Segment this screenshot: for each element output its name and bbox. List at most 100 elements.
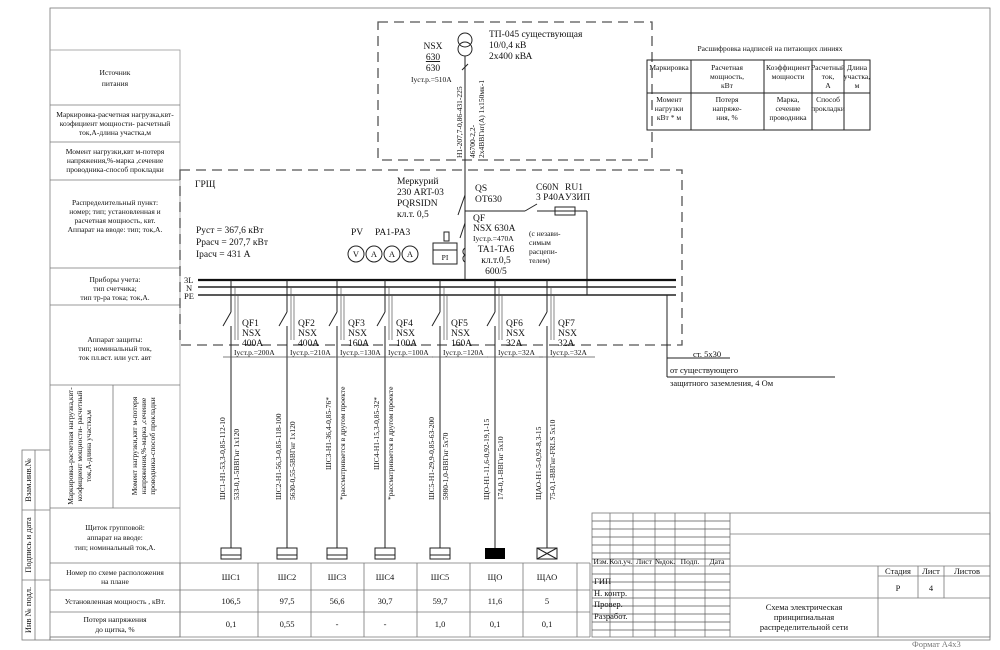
qs-switch-icon <box>457 194 466 216</box>
voltage-loss: 0,1 <box>490 619 501 629</box>
cable-spec: 75-0,1-ВВГнг-FRLS 5х10 <box>548 419 557 500</box>
breaker-icon <box>431 311 441 327</box>
breaker-label: QF6 NSX 32А <box>506 319 525 349</box>
stamp-strip: Инв № подл. Подпись и дата Взам.инв.№ <box>21 449 51 641</box>
ground-source: от существующего защитного заземления, 4 … <box>670 365 774 388</box>
power-panel-icon <box>374 547 396 560</box>
lt-moment: Момент нагрузки,квт м-потеря напряжения,%… <box>66 147 165 174</box>
lt-voltage-loss: Потеря напряжения до щитка, % <box>83 615 147 634</box>
installed-power: 97,5 <box>280 596 295 606</box>
current-transformer-icon <box>462 247 467 263</box>
tp-breaker: NSX 630 630 <box>423 42 442 74</box>
lt-plan-number: Номер по схеме расположения на плане <box>66 568 164 586</box>
grounding: ст. 5х30 от существующего защитного зазем… <box>666 295 835 388</box>
lt-moment-vertical: Момент нагрузки,квт м-потерянапряжения,%… <box>130 396 157 495</box>
breaker-label: QF4 NSX 100А <box>396 319 417 349</box>
emergency-panel-icon <box>536 547 558 560</box>
panel-number: ЩАО <box>537 572 557 582</box>
ground-strip: ст. 5х30 <box>693 349 721 359</box>
breaker-icon <box>538 311 548 327</box>
installed-power: 11,6 <box>488 596 503 606</box>
tp-cable-1: Н1-207,7-0,86-431-225 <box>455 86 464 158</box>
voltage-loss: - <box>384 619 387 629</box>
qs-label: QS OT630 <box>475 184 502 205</box>
tp-cable-3: 2х4ВВГнг(А) 1х150мк-1 <box>477 80 486 158</box>
lt-dist-point: Распределительный пункт: номер; тип; уста… <box>68 198 163 234</box>
svg-text:PI: PI <box>442 253 449 262</box>
energy-meter-icon: PI <box>432 231 458 265</box>
title-block-header: Подп. <box>681 557 700 566</box>
breaker-icon <box>278 311 288 327</box>
voltage-loss: 1,0 <box>435 619 446 629</box>
installed-power: 56,6 <box>330 596 345 606</box>
power-panel-icon <box>429 547 451 560</box>
installed-power: 30,7 <box>378 596 393 606</box>
lt-group-panel: Щиток групповой: аппарат на вводе: тип; но… <box>75 523 156 552</box>
breaker-icon <box>486 311 496 327</box>
sheet-value: 4 <box>929 583 934 593</box>
stamp-inv: Инв № подл. <box>23 587 33 633</box>
voltage-loss: 0,55 <box>280 619 295 629</box>
cable-spec: 5630-0,55-5ВВГнг 1х120 <box>288 421 297 500</box>
legend-cell: Длина участка, м <box>844 63 870 90</box>
cable-marking: ЩО-Н1-11,6-0,92-19,1-15 <box>482 419 491 500</box>
breaker-icon <box>328 311 338 327</box>
pv-label: PV <box>351 228 363 238</box>
breaker-label: QF5 NSX 160А <box>451 319 472 349</box>
c60n-breaker-icon <box>524 203 538 212</box>
voltage-loss: 0,1 <box>542 619 553 629</box>
ru1-label: RU1 УЗИП <box>565 183 590 203</box>
breaker-label: QF7 NSX 32А <box>558 319 577 349</box>
c60n-label: C60N 3 P40A <box>536 183 565 203</box>
panel-number: ШС1 <box>222 572 241 582</box>
title-block-role: Н. контр. <box>594 588 627 598</box>
breaker-label: QF1 NSX 400А <box>242 319 263 349</box>
title-block-role: Провер. <box>594 599 623 609</box>
tp-breaker-setting: Iуст.р.=510А <box>411 75 452 84</box>
title-block-header: Дата <box>710 557 726 566</box>
ta-label: TA1-TA6 кл.т.0,5 600/5 <box>478 245 515 277</box>
stamp-sign: Подпись и дата <box>23 517 33 573</box>
power-panel-icon <box>276 547 298 560</box>
legend-cell: Расчетная мощность, кВт <box>710 63 744 90</box>
transformer-substation: ТП-045 существующая 10/0,4 кВ 2х400 кВА … <box>377 21 653 280</box>
lt-marking-vertical: Маркировка-расчетная нагрузка,квт-коэфиц… <box>66 387 93 505</box>
left-table: Источник питания Маркировка-расчетная наг… <box>49 49 590 638</box>
lighting-panel-icon <box>485 548 505 559</box>
installed-power: 106,5 <box>221 596 240 606</box>
ammeter-icon: A <box>383 245 401 263</box>
panel-p-calc: Ррасч = 207,7 кВт <box>196 238 269 248</box>
installed-power: 5 <box>545 596 549 606</box>
bus-label-pe: PE <box>184 291 194 301</box>
title-block-header: Изм. <box>594 557 609 566</box>
legend-cell: Способ прокладки <box>811 95 845 113</box>
title-block-header: №док. <box>655 557 675 566</box>
title-block-role: Разработ. <box>594 611 628 621</box>
cable-spec: *рассматривается в другом проекте <box>338 386 347 500</box>
sheets-label: Листов <box>954 566 980 576</box>
breaker-setting: Iуст.р.=120А <box>443 348 484 357</box>
lt-marking: Маркировка-расчетная нагрузка,квт-коэфиц… <box>56 110 174 137</box>
breaker-note: (с незави-симым расцепи-телем) <box>529 229 561 265</box>
breaker-setting: Iуст.р.=200А <box>234 348 275 357</box>
surge-protector-icon <box>554 206 576 216</box>
cable-marking: ШС4-Н1-15,3-0,85-32* <box>372 397 381 470</box>
voltage-loss: - <box>336 619 339 629</box>
breaker-label: QF3 NSX 160А <box>348 319 369 349</box>
legend-title: Расшифровка надписей на питающих линиях <box>697 44 842 53</box>
feeder-legend: Расшифровка надписей на питающих линиях <box>646 44 871 131</box>
svg-text:V: V <box>353 249 360 259</box>
cable-marking: ШС5-Н1-29,9-0,85-63-200 <box>427 417 436 500</box>
cable-spec: 5980-1,0-ВВГнг 5х70 <box>441 432 450 500</box>
breaker-icon <box>376 311 386 327</box>
legend-cell: Момент нагрузки кВт * м <box>655 95 683 122</box>
breaker-setting: Iуст.р.=130А <box>340 348 381 357</box>
power-panel-icon <box>326 547 348 560</box>
